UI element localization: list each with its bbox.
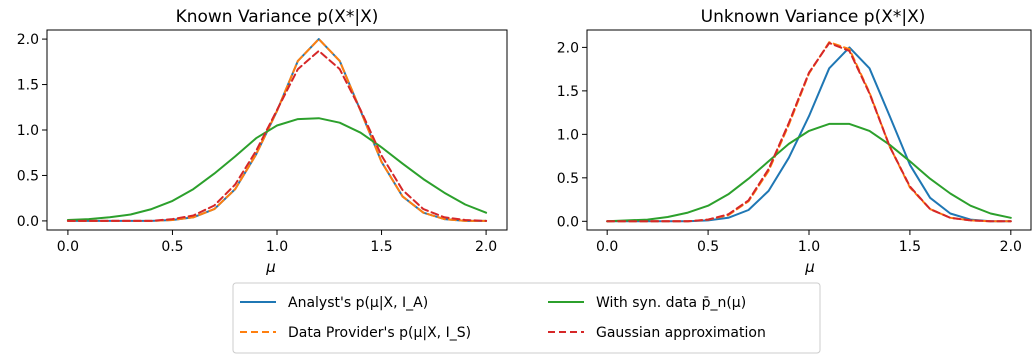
x-tick-label: 0.0 [57, 239, 79, 255]
title-text: Known Variance p(X*|X) [176, 7, 379, 27]
legend-box [232, 282, 821, 354]
legend: Analyst's p(μ|X, I_A) Data Provider's p(… [232, 282, 821, 354]
legend-entry: With syn. data p̄_n(μ) [548, 295, 746, 311]
y-tick-label: 2.0 [557, 40, 579, 56]
panel-known-variance: Known Variance p(X*|X) 0.0 0.5 1.0 1.5 2.00.… [17, 7, 508, 276]
panel-unknown-variance: Unknown Variance p(X*|X) 0.0 0.5 1.0 1.5 2.0… [557, 7, 1032, 276]
axes-frame [46, 29, 508, 231]
x-tick-label: 2.0 [475, 239, 497, 255]
series-line-1 [66, 38, 488, 222]
plot-lines [606, 41, 1012, 223]
y-tick-label: 0.5 [17, 168, 39, 184]
x-tick-label: 1.0 [266, 239, 288, 255]
x-axis-label: μ [265, 258, 276, 276]
y-tick-label: 0.5 [557, 171, 579, 187]
series-line-0 [66, 38, 488, 222]
title-text: Unknown Variance p(X*|X) [701, 7, 926, 27]
y-tick-label: 0.0 [557, 214, 579, 230]
axis-ticks: 0.0 0.5 1.0 1.5 2.0 0.0 0.5 1.0 1.5 2.0 [557, 40, 1022, 255]
x-tick-label: 1.0 [798, 239, 820, 255]
legend-entry: Analyst's p(μ|X, I_A) [240, 295, 428, 311]
x-tick-label: 0.5 [697, 239, 719, 255]
series-line-3 [66, 49, 488, 222]
axis-ticks: 0.0 0.5 1.0 1.5 2.0 0.0 0.5 1.0 1.5 2.0 [17, 32, 497, 255]
x-tick-label: 1.5 [899, 239, 921, 255]
axes-frame [586, 29, 1032, 231]
chart-title: Unknown Variance p(X*|X) [701, 7, 926, 27]
x-axis-label: μ [804, 258, 815, 276]
series-line-3 [606, 42, 1012, 223]
legend-label: Data Provider's p(μ|X, I_S) [288, 325, 471, 341]
series-line-2 [66, 117, 488, 221]
series-line-2 [606, 122, 1012, 223]
legend-entry: Gaussian approximation [548, 325, 766, 341]
y-tick-label: 1.0 [557, 127, 579, 143]
legend-entry: Data Provider's p(μ|X, I_S) [240, 325, 471, 341]
legend-label: Gaussian approximation [596, 325, 766, 341]
y-tick-label: 1.5 [17, 78, 39, 94]
x-tick-label: 0.5 [161, 239, 183, 255]
x-tick-label: 0.0 [596, 239, 618, 255]
y-tick-label: 0.0 [17, 214, 39, 230]
legend-label: Analyst's p(μ|X, I_A) [288, 295, 428, 311]
y-tick-label: 2.0 [17, 32, 39, 48]
legend-label: With syn. data p̄_n(μ) [596, 295, 746, 311]
x-tick-label: 2.0 [1000, 239, 1022, 255]
x-tick-label: 1.5 [370, 239, 392, 255]
chart-title: Known Variance p(X*|X) [176, 7, 379, 27]
y-tick-label: 1.5 [557, 84, 579, 100]
plot-lines [66, 38, 488, 222]
y-tick-label: 1.0 [17, 123, 39, 139]
